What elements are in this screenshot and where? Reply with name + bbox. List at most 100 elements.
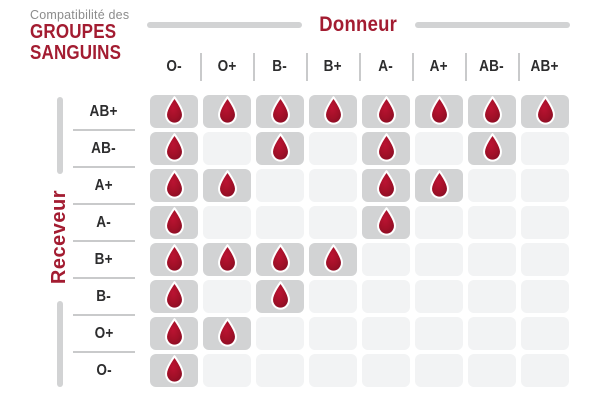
- blood-drop-icon: [164, 243, 184, 273]
- row-header-label: A+: [73, 169, 135, 202]
- row-header-B-: B-: [73, 280, 135, 317]
- cell-receiver-AB--donor-B-: [256, 132, 304, 165]
- cell-receiver-A+-donor-O+: [203, 169, 251, 202]
- blood-drop-icon: [164, 95, 184, 125]
- row-header-label: AB+: [73, 95, 135, 128]
- cell-receiver-O+-donor-O-: [150, 317, 198, 350]
- row-header-text: A-: [96, 213, 112, 231]
- row-header-text: B+: [94, 250, 114, 268]
- blood-drop-icon: [376, 169, 396, 199]
- cell-receiver-AB--donor-O+: [203, 132, 251, 165]
- column-header-AB-: AB-: [464, 52, 516, 82]
- column-header-label: B-: [272, 58, 288, 75]
- row-header-text: O+: [94, 324, 114, 342]
- cell-receiver-AB--donor-AB-: [468, 132, 516, 165]
- blood-drop-icon: [376, 132, 396, 162]
- column-header-label: A-: [378, 58, 394, 75]
- blood-drop-icon: [323, 243, 343, 273]
- column-headers: O- O+ B- B+ A- A+ AB- AB+: [150, 52, 569, 82]
- cell-receiver-B+-donor-A+: [415, 243, 463, 276]
- blood-drop-icon: [217, 317, 237, 347]
- column-header-A+: A+: [411, 52, 463, 82]
- blood-drop-icon: [164, 206, 184, 236]
- row-header-text: AB+: [89, 102, 119, 120]
- cell-receiver-O+-donor-O+: [203, 317, 251, 350]
- cell-receiver-O--donor-A-: [362, 354, 410, 387]
- cell-receiver-AB+-donor-A-: [362, 95, 410, 128]
- column-header-label: O-: [166, 58, 182, 75]
- cell-receiver-A--donor-B-: [256, 206, 304, 239]
- cell-receiver-AB+-donor-AB+: [521, 95, 569, 128]
- cell-receiver-A+-donor-B-: [256, 169, 304, 202]
- cell-receiver-AB--donor-A-: [362, 132, 410, 165]
- chart-title: Compatibilité des GROUPES SANGUINS: [30, 8, 137, 64]
- cell-receiver-B--donor-A-: [362, 280, 410, 313]
- cell-receiver-O+-donor-AB+: [521, 317, 569, 350]
- donor-header-line-left: [147, 22, 303, 28]
- row-header-AB-: AB-: [73, 132, 135, 169]
- cell-receiver-A+-donor-O-: [150, 169, 198, 202]
- blood-drop-icon: [482, 132, 502, 162]
- compatibility-matrix: [150, 95, 569, 387]
- cell-receiver-A--donor-AB+: [521, 206, 569, 239]
- column-header-B-: B-: [252, 52, 304, 82]
- row-divider: [73, 351, 135, 353]
- row-divider: [73, 203, 135, 205]
- cell-receiver-B+-donor-B+: [309, 243, 357, 276]
- cell-receiver-O+-donor-B-: [256, 317, 304, 350]
- chart-title-small: Compatibilité des: [30, 8, 130, 22]
- column-header-O-: O-: [150, 52, 198, 82]
- donor-header-line-right: [414, 22, 570, 28]
- row-header-label: B-: [73, 280, 135, 313]
- cell-receiver-B--donor-B-: [256, 280, 304, 313]
- row-header-label: O-: [73, 354, 135, 387]
- cell-receiver-AB--donor-AB+: [521, 132, 569, 165]
- blood-drop-icon: [217, 243, 237, 273]
- row-header-O-: O-: [73, 354, 135, 387]
- cell-receiver-A+-donor-B+: [309, 169, 357, 202]
- cell-receiver-B+-donor-AB-: [468, 243, 516, 276]
- cell-receiver-O+-donor-A+: [415, 317, 463, 350]
- column-header-O+: O+: [199, 52, 251, 82]
- row-header-label: O+: [73, 317, 135, 350]
- cell-receiver-O+-donor-A-: [362, 317, 410, 350]
- row-header-A-: A-: [73, 206, 135, 243]
- blood-drop-icon: [164, 317, 184, 347]
- cell-receiver-A--donor-O+: [203, 206, 251, 239]
- blood-drop-icon: [270, 132, 290, 162]
- cell-receiver-A--donor-AB-: [468, 206, 516, 239]
- column-header-label: B+: [323, 58, 343, 75]
- cell-receiver-B--donor-B+: [309, 280, 357, 313]
- blood-drop-icon: [164, 354, 184, 384]
- cell-receiver-A--donor-A-: [362, 206, 410, 239]
- receiver-header-line-bottom: [57, 301, 63, 387]
- cell-receiver-O--donor-O+: [203, 354, 251, 387]
- blood-drop-icon: [164, 132, 184, 162]
- donor-axis-header: Donneur: [147, 13, 570, 37]
- cell-receiver-A--donor-B+: [309, 206, 357, 239]
- cell-receiver-B+-donor-O-: [150, 243, 198, 276]
- blood-drop-icon: [217, 169, 237, 199]
- cell-receiver-AB+-donor-AB-: [468, 95, 516, 128]
- row-header-text: AB-: [91, 139, 117, 157]
- row-divider: [73, 277, 135, 279]
- cell-receiver-O+-donor-B+: [309, 317, 357, 350]
- cell-receiver-O--donor-O-: [150, 354, 198, 387]
- cell-receiver-A+-donor-A+: [415, 169, 463, 202]
- column-header-label: O+: [217, 58, 237, 75]
- blood-drop-icon: [376, 206, 396, 236]
- cell-receiver-O+-donor-AB-: [468, 317, 516, 350]
- row-divider: [73, 166, 135, 168]
- cell-receiver-B--donor-A+: [415, 280, 463, 313]
- column-header-label: A+: [429, 58, 449, 75]
- row-divider: [73, 240, 135, 242]
- donor-axis-label: Donneur: [319, 13, 398, 36]
- cell-receiver-B--donor-O-: [150, 280, 198, 313]
- row-header-O+: O+: [73, 317, 135, 354]
- cell-receiver-O--donor-B+: [309, 354, 357, 387]
- row-header-A+: A+: [73, 169, 135, 206]
- cell-receiver-AB+-donor-B+: [309, 95, 357, 128]
- chart-title-sanguins: SANGUINS: [30, 42, 122, 64]
- row-header-text: O-: [96, 361, 112, 379]
- blood-drop-icon: [164, 169, 184, 199]
